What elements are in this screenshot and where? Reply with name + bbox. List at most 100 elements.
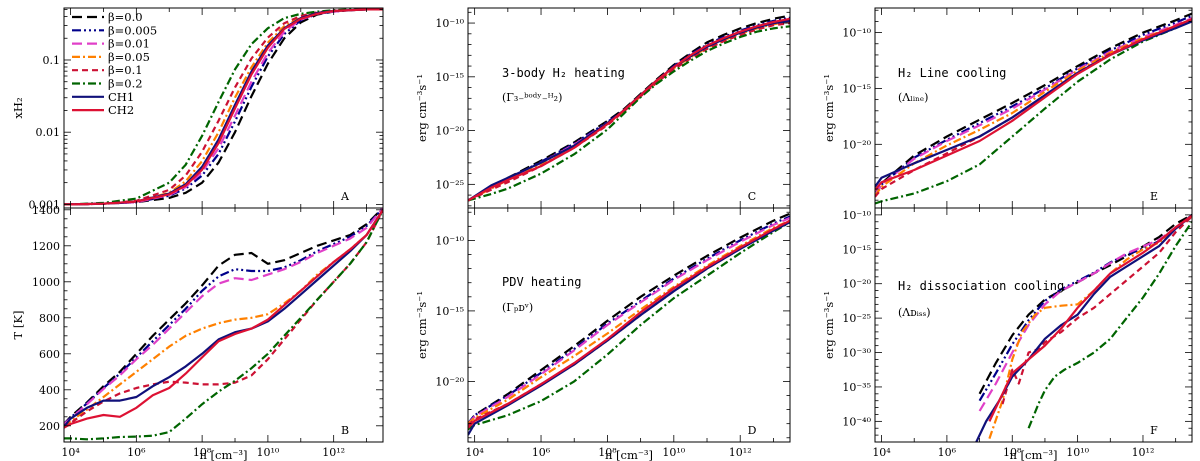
y-tick-label: 400 xyxy=(39,384,60,397)
annotation-symbol: (Γₚᴅᵛ) xyxy=(502,301,533,314)
x-tick-label: 10⁶ xyxy=(938,446,957,459)
series-group xyxy=(975,213,1192,442)
y-axis-label: erg cm⁻³s⁻¹ xyxy=(822,74,836,142)
y-tick-label: 10⁻¹⁰ xyxy=(842,27,871,40)
series-line xyxy=(468,25,790,202)
x-tick-label: 10⁴ xyxy=(872,446,891,459)
x-tick-label: 10⁶ xyxy=(127,446,146,459)
x-tick-label: 10⁴ xyxy=(61,446,80,459)
panel-label: B xyxy=(341,424,349,437)
series-line xyxy=(468,215,790,425)
legend-label: β=0.2 xyxy=(108,77,143,91)
y-tick-label: 10⁻¹⁰ xyxy=(435,17,464,30)
plot-frame xyxy=(63,207,384,443)
series-group xyxy=(468,212,790,436)
y-tick-label: 10⁻¹⁵ xyxy=(435,71,464,84)
legend-label: CH1 xyxy=(108,90,134,104)
panel-label: E xyxy=(1150,190,1158,203)
y-axis-label: T [K] xyxy=(11,311,25,340)
plot-frame xyxy=(874,207,1193,443)
series-line xyxy=(64,209,383,428)
series-line xyxy=(875,12,1192,196)
y-tick-label: 10⁻¹⁵ xyxy=(842,243,871,256)
x-axis-label: n [cm⁻³] xyxy=(605,448,653,461)
series-line xyxy=(1027,221,1192,429)
series-line xyxy=(64,209,383,441)
y-tick-label: 10⁻²⁰ xyxy=(842,278,871,291)
y-tick-label: 200 xyxy=(39,420,60,433)
x-tick-label: 10⁴ xyxy=(465,446,484,459)
series-line xyxy=(875,19,1192,205)
series-line xyxy=(64,209,383,429)
series-line xyxy=(978,213,1192,395)
y-tick-label: 10⁻²⁰ xyxy=(435,125,464,138)
series-line xyxy=(64,8,383,206)
y-tick-label: 10⁻¹⁵ xyxy=(842,82,871,95)
series-line xyxy=(64,8,383,206)
y-tick-label: 0.01 xyxy=(36,126,61,139)
series-line xyxy=(875,14,1192,196)
x-tick-label: 10¹² xyxy=(322,446,345,459)
y-tick-label: 1200 xyxy=(32,240,60,253)
legend-item: β=0.0 xyxy=(72,10,143,24)
y-axis-label: xH₂ xyxy=(11,97,25,118)
y-tick-label: 10⁻⁴⁰ xyxy=(842,415,871,428)
series-line xyxy=(468,19,790,202)
annotation-symbol: (Λₗᵢₙₑ) xyxy=(898,91,928,104)
annotation-symbol: (Λᴅᵢₛₛ) xyxy=(898,306,931,319)
y-tick-label: 10⁻³⁵ xyxy=(842,381,871,394)
series-group xyxy=(875,12,1192,205)
annotation-symbol: (Γ₃₋ᵇᵒᵈʸ₋ᴴ₂) xyxy=(502,91,562,104)
annotation-title: PDV heating xyxy=(502,275,581,289)
series-line xyxy=(875,20,1192,188)
y-tick-label: 10⁻²⁰ xyxy=(435,375,464,388)
panel-b: 10⁴ 10⁶ 10⁸ 10¹⁰ 10¹² n [cm⁻³] 200 400 600 800 100… xyxy=(11,204,384,461)
series-line xyxy=(875,19,1192,198)
x-tick-label: 10⁸ xyxy=(193,446,212,459)
series-line xyxy=(468,219,790,425)
series-line xyxy=(64,209,383,429)
y-tick-label: 10⁻¹⁰ xyxy=(842,209,871,222)
legend-item: β=0.2 xyxy=(72,77,143,91)
panel-label: C xyxy=(748,190,756,203)
panel-f: 10⁴ 10⁶ 10⁸ 10¹⁰ 10¹² n [cm⁻³] 10⁻⁴⁰ 10⁻³⁵ 10⁻³⁰… xyxy=(822,207,1193,461)
legend-label: β=0.005 xyxy=(108,23,157,37)
legend-item: β=0.01 xyxy=(72,37,150,51)
panel-d: 10⁴ 10⁶ 10⁸ 10¹⁰ 10¹² n [cm⁻³] 10⁻²⁰ 10⁻¹⁵ 10⁻¹⁰… xyxy=(415,207,791,461)
series-group xyxy=(64,208,383,441)
y-axis-label: erg cm⁻³s⁻¹ xyxy=(822,291,836,359)
y-tick-label: 10⁻²⁵ xyxy=(842,312,871,325)
series-line xyxy=(468,216,790,425)
y-tick-label: 1400 xyxy=(32,204,60,217)
series-line xyxy=(875,17,1192,196)
y-tick-label: 10⁻¹⁵ xyxy=(435,305,464,318)
panel-e: 10⁻²⁰ 10⁻¹⁵ 10⁻¹⁰ erg cm⁻³s⁻¹ E H₂ Line cooli… xyxy=(822,7,1193,209)
panel-label: F xyxy=(1150,424,1158,437)
panel-label: A xyxy=(340,190,350,203)
annotation-title: H₂ dissociation cooling xyxy=(898,279,1064,293)
x-tick-label: 10¹² xyxy=(729,446,752,459)
legend-label: CH2 xyxy=(108,103,134,117)
x-axis-label: n [cm⁻³] xyxy=(199,448,247,461)
y-tick-label: 10⁻²⁵ xyxy=(435,178,464,191)
y-tick-label: 0.1 xyxy=(43,54,61,67)
series-line xyxy=(64,208,383,425)
y-tick-label: 1000 xyxy=(32,276,60,289)
annotation-title: H₂ Line cooling xyxy=(898,66,1006,80)
y-tick-label: 10⁻²⁰ xyxy=(842,138,871,151)
x-tick-label: 10¹⁰ xyxy=(662,446,685,459)
legend-item: β=0.005 xyxy=(72,23,157,37)
x-tick-label: 10¹⁰ xyxy=(256,446,279,459)
series-line xyxy=(875,18,1192,191)
panel-a: 0.001 0.01 0.1 xH₂ A xyxy=(11,7,384,211)
x-tick-label: 10⁸ xyxy=(1003,446,1022,459)
series-group xyxy=(64,8,383,206)
y-tick-label: 10⁻³⁰ xyxy=(842,347,871,360)
series-group xyxy=(468,14,790,202)
series-line xyxy=(64,209,383,427)
series-line xyxy=(975,214,1192,442)
series-line xyxy=(468,212,790,425)
annotation-title: 3-body H₂ heating xyxy=(502,66,625,80)
